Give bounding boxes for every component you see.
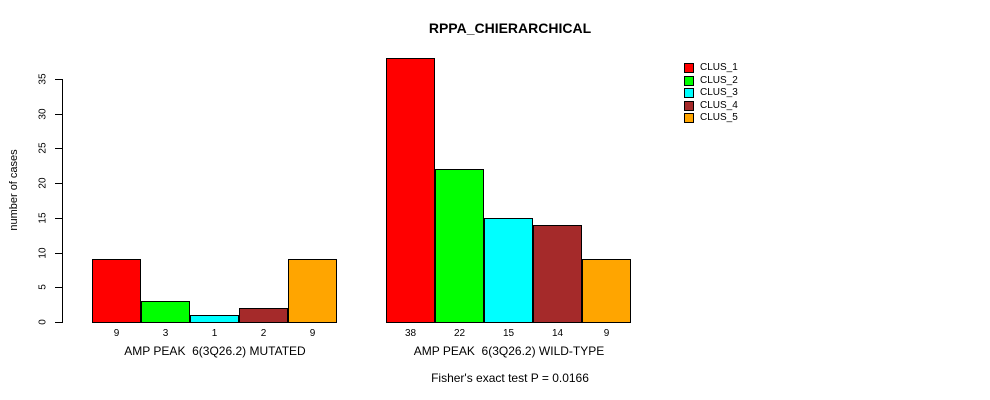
bar-clus_3-group2 (484, 218, 533, 323)
bar-clus_4-group1 (239, 308, 288, 323)
y-axis-line (62, 78, 63, 323)
y-tick-mark (55, 287, 62, 289)
legend-label-clus_2: CLUS_2 (700, 74, 738, 86)
bar-clus_4-group2 (533, 225, 582, 323)
y-tick-label: 10 (37, 246, 49, 259)
x-group-label-mutated: AMP PEAK 6(3Q26.2) MUTATED (124, 344, 306, 358)
y-tick-mark (55, 78, 62, 80)
legend-label-clus_3: CLUS_3 (700, 87, 738, 98)
bar-clus_1-group1 (92, 259, 141, 323)
bar-clus_5-group2 (582, 259, 631, 323)
bar-value-label: 38 (404, 328, 417, 339)
bar-value-label: 9 (309, 328, 316, 339)
legend-label-clus_5: CLUS_5 (700, 112, 738, 123)
y-tick-mark (55, 113, 62, 115)
bar-clus_2-group2 (435, 169, 484, 323)
y-tick-label: 25 (37, 142, 49, 154)
y-tick-label: 20 (37, 177, 49, 189)
bar-value-label: 14 (551, 328, 564, 339)
bar-clus_3-group1 (190, 315, 239, 323)
bar-value-label: 22 (453, 328, 466, 339)
x-group-label-wild-type: AMP PEAK 6(3Q26.2) WILD-TYPE (413, 344, 605, 358)
legend-label-clus_4: CLUS_4 (700, 99, 738, 111)
y-tick-label: 0 (37, 319, 49, 325)
bar-value-label: 9 (603, 328, 610, 339)
y-tick-label: 15 (37, 212, 49, 224)
bar-value-label: 1 (211, 328, 218, 339)
legend-swatch-clus_4 (684, 100, 694, 111)
y-tick-mark (55, 322, 62, 323)
bar-value-label: 9 (113, 328, 120, 339)
chart-title: RPPA_CHIERARCHICAL (428, 20, 592, 36)
legend-swatch-clus_1 (684, 63, 694, 73)
y-axis-label: number of cases (8, 149, 20, 231)
bar-value-label: 3 (162, 328, 169, 339)
bar-value-label: 15 (502, 328, 515, 339)
bar-clus_2-group1 (141, 301, 190, 323)
bar-value-label: 2 (260, 328, 267, 339)
y-tick-label: 35 (37, 73, 49, 85)
bar-clus_1-group2 (386, 58, 435, 323)
fisher-test-footnote: Fisher's exact test P = 0.0166 (431, 371, 589, 385)
legend-swatch-clus_2 (684, 75, 694, 86)
y-tick-mark (55, 252, 62, 254)
legend-swatch-clus_3 (684, 88, 694, 98)
y-tick-label: 5 (37, 284, 49, 291)
y-tick-mark (55, 148, 62, 150)
y-tick-mark (55, 217, 62, 219)
y-tick-mark (55, 183, 62, 185)
legend-swatch-clus_5 (684, 113, 694, 123)
bar-clus_5-group1 (288, 259, 337, 323)
legend-label-clus_1: CLUS_1 (700, 62, 738, 73)
y-tick-label: 30 (37, 108, 49, 120)
